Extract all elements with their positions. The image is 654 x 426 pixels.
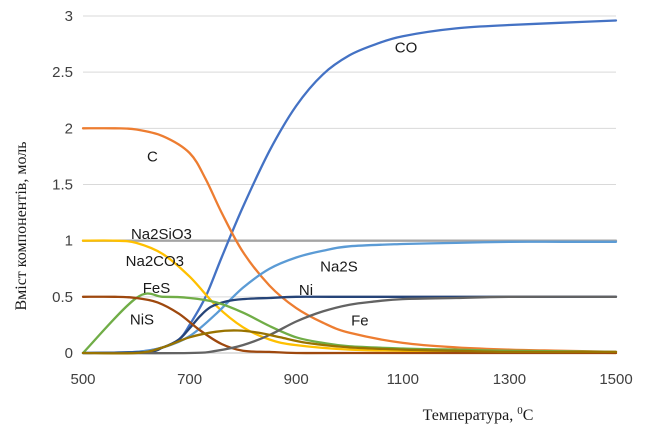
series-label-co: CO — [395, 39, 418, 56]
series-label-na2co3: Na2CO3 — [126, 253, 184, 270]
y-tick-label: 0.5 — [52, 289, 73, 306]
x-tick-labels: 500 700 900 1100 1300 1500 — [70, 371, 632, 388]
series-line-fes — [81, 292, 618, 355]
y-tick-label: 0 — [65, 345, 73, 362]
x-axis-title-text: Температура, — [423, 407, 518, 424]
y-tick-label: 2.5 — [52, 64, 73, 81]
y-tick-label: 2 — [65, 120, 73, 137]
x-tick-label: 700 — [177, 371, 202, 388]
series-label-na2s: Na2S — [320, 259, 358, 276]
x-tick-label: 1500 — [599, 371, 632, 388]
series-label-ni: Ni — [299, 282, 313, 299]
series-label-fe: Fe — [351, 312, 369, 329]
x-axis-title-unit: C — [523, 407, 534, 424]
y-tick-labels: 0 0.5 1 1.5 2 2.5 3 — [52, 8, 73, 362]
y-tick-label: 3 — [65, 8, 73, 25]
series-line-c — [81, 127, 618, 354]
y-axis-title: Вміст компонентів, моль — [13, 141, 30, 310]
y-tick-label: 1 — [65, 233, 73, 250]
series-labels: Na2SiO3 CO C Na2CO3 Na2S Ni FeS NiS Fe — [126, 39, 418, 329]
series-label-nis: NiS — [130, 311, 154, 328]
x-axis-title-superscript: 0 — [517, 405, 523, 417]
x-axis-title: Температура, 0C — [423, 405, 534, 424]
x-tick-label: 500 — [70, 371, 95, 388]
y-tick-label: 1.5 — [52, 177, 73, 194]
x-tick-label: 1300 — [493, 371, 526, 388]
series-label-na2sio3: Na2SiO3 — [131, 226, 192, 243]
series-line-co — [81, 19, 618, 355]
x-tick-label: 1100 — [387, 371, 419, 388]
series-line-nis — [81, 295, 618, 355]
series-label-fes: FeS — [143, 280, 171, 297]
series-label-c: C — [147, 148, 158, 165]
series-line-fe — [81, 295, 618, 355]
series-lines — [81, 19, 618, 355]
series-line-unlabeled — [81, 329, 618, 355]
x-tick-label: 900 — [284, 371, 309, 388]
